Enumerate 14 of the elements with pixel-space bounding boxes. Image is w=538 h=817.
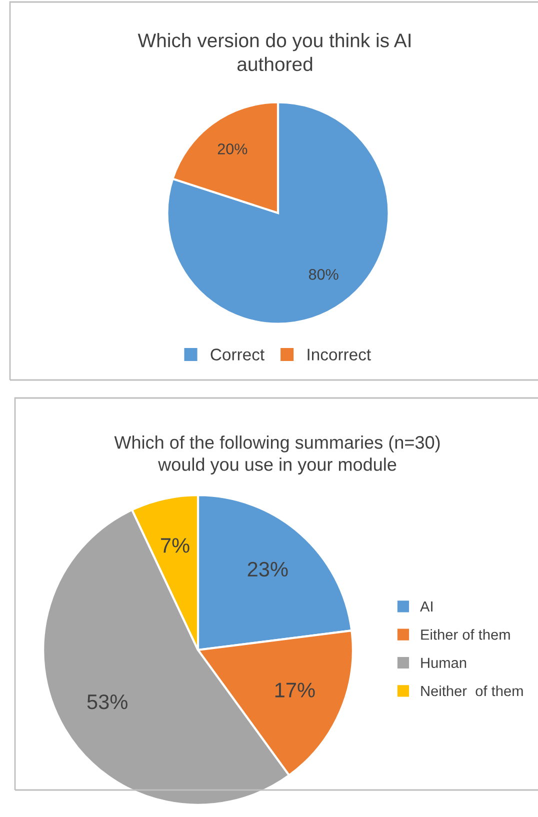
data-label: 20% bbox=[218, 144, 248, 154]
legend-label: Neither of them bbox=[421, 685, 523, 696]
data-label: 80% bbox=[308, 269, 338, 280]
legend-label: Either of them bbox=[421, 629, 510, 640]
data-label: 23% bbox=[248, 562, 288, 577]
data-label: 17% bbox=[275, 682, 315, 698]
legend-label: Correct bbox=[210, 348, 264, 360]
legend-label: Incorrect bbox=[308, 348, 371, 360]
legend-label: AI bbox=[420, 601, 432, 612]
legend-label: Human bbox=[421, 658, 466, 668]
data-label: 7% bbox=[161, 538, 190, 553]
chart-title: Which of the following summaries (n=30) would you use in your module bbox=[114, 436, 440, 474]
data-label: 53% bbox=[87, 694, 128, 710]
chart-title: Which version do you think is AI authored bbox=[138, 33, 410, 72]
